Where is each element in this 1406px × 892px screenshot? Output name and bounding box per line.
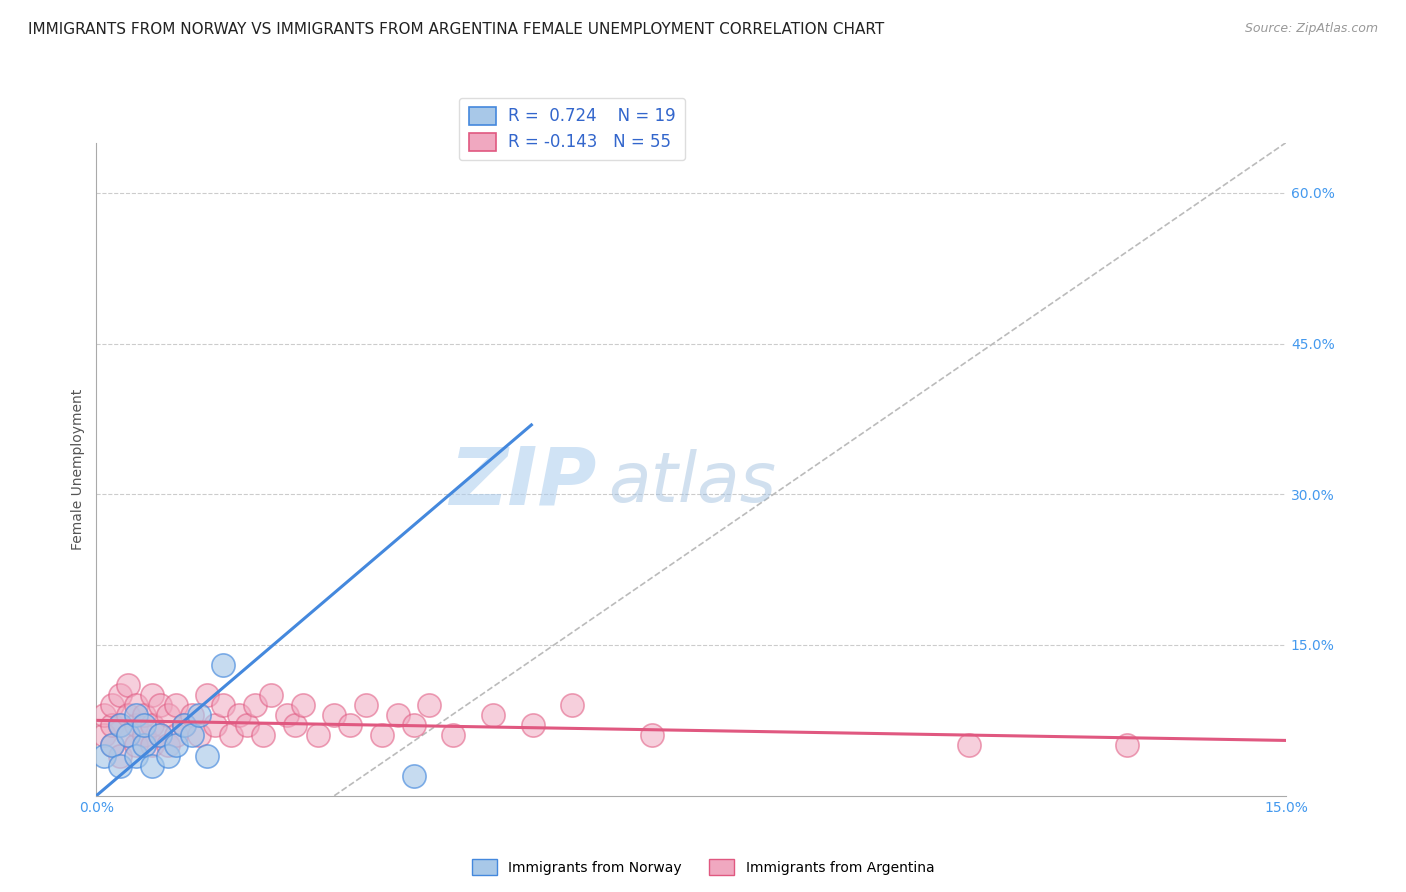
Point [402, 718, 425, 732]
Point [125, 739, 148, 753]
Point [132, 708, 155, 723]
Point [418, 698, 440, 713]
Point [441, 728, 464, 742]
Point [165, 739, 187, 753]
Point [141, 739, 163, 753]
Point [180, 708, 202, 723]
Point [117, 728, 139, 742]
Point [101, 739, 124, 753]
Point [236, 718, 259, 732]
Point [1116, 739, 1139, 753]
Y-axis label: Female Unemployment: Female Unemployment [72, 389, 86, 549]
Point [156, 739, 179, 753]
Point [561, 698, 583, 713]
Point [141, 758, 163, 772]
Point [640, 728, 662, 742]
Point [173, 718, 195, 732]
Point [165, 728, 187, 742]
Point [354, 698, 377, 713]
Text: atlas: atlas [607, 449, 776, 516]
Point [371, 728, 394, 742]
Point [212, 658, 235, 673]
Point [125, 698, 148, 713]
Point [482, 708, 505, 723]
Point [402, 769, 425, 783]
Point [387, 708, 409, 723]
Point [117, 678, 139, 692]
Point [132, 739, 155, 753]
Text: ZIP: ZIP [449, 443, 596, 521]
Point [339, 718, 361, 732]
Point [108, 758, 131, 772]
Legend: R =  0.724    N = 19, R = -0.143   N = 55: R = 0.724 N = 19, R = -0.143 N = 55 [460, 98, 685, 160]
Point [243, 698, 266, 713]
Point [180, 728, 202, 742]
Point [149, 698, 172, 713]
Point [260, 688, 283, 702]
Point [149, 728, 172, 742]
Point [197, 748, 219, 763]
Point [117, 708, 139, 723]
Point [108, 748, 131, 763]
Point [93, 708, 115, 723]
Point [957, 739, 980, 753]
Point [188, 708, 211, 723]
Point [165, 698, 187, 713]
Point [323, 708, 346, 723]
Point [101, 718, 124, 732]
Point [252, 728, 274, 742]
Point [132, 728, 155, 742]
Point [101, 739, 124, 753]
Point [212, 698, 235, 713]
Point [188, 728, 211, 742]
Point [93, 728, 115, 742]
Point [173, 718, 195, 732]
Point [93, 748, 115, 763]
Point [291, 698, 314, 713]
Point [125, 718, 148, 732]
Point [276, 708, 298, 723]
Point [108, 718, 131, 732]
Point [219, 728, 242, 742]
Point [125, 748, 148, 763]
Point [156, 708, 179, 723]
Point [156, 748, 179, 763]
Point [522, 718, 544, 732]
Point [197, 688, 219, 702]
Point [141, 688, 163, 702]
Point [284, 718, 307, 732]
Point [228, 708, 250, 723]
Point [108, 688, 131, 702]
Point [117, 728, 139, 742]
Point [307, 728, 329, 742]
Point [101, 698, 124, 713]
Text: IMMIGRANTS FROM NORWAY VS IMMIGRANTS FROM ARGENTINA FEMALE UNEMPLOYMENT CORRELAT: IMMIGRANTS FROM NORWAY VS IMMIGRANTS FRO… [28, 22, 884, 37]
Point [204, 718, 226, 732]
Point [108, 718, 131, 732]
Point [149, 728, 172, 742]
Text: Source: ZipAtlas.com: Source: ZipAtlas.com [1244, 22, 1378, 36]
Point [141, 718, 163, 732]
Point [125, 708, 148, 723]
Legend: Immigrants from Norway, Immigrants from Argentina: Immigrants from Norway, Immigrants from … [467, 854, 939, 880]
Point [132, 718, 155, 732]
